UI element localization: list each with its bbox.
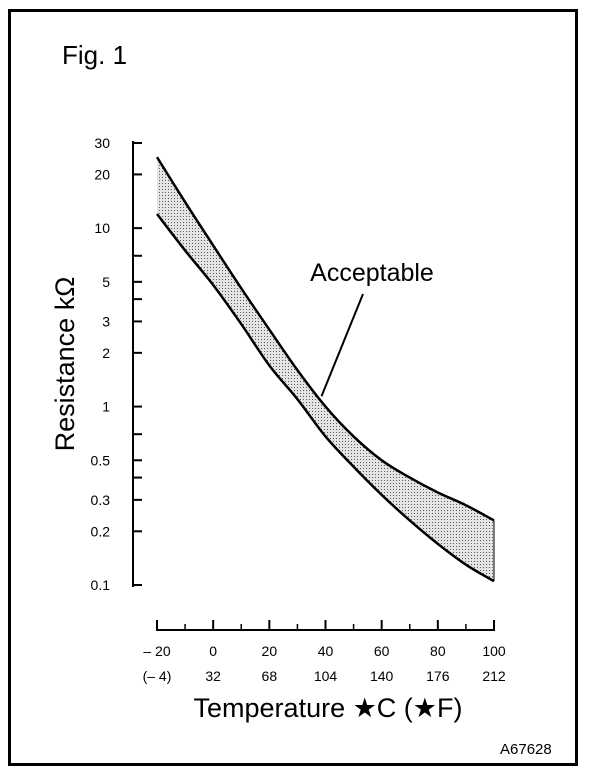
figure-code: A67628 <box>500 741 552 758</box>
x-tick-label-celsius: 60 <box>374 643 390 659</box>
y-tick-label: 0.2 <box>91 523 111 539</box>
x-tick-label-fahrenheit: 140 <box>370 668 394 684</box>
y-tick-label: 5 <box>102 274 110 290</box>
y-tick-label: 2 <box>102 345 110 361</box>
acceptable-band <box>157 157 494 582</box>
y-tick-label: 0.1 <box>91 577 111 593</box>
y-tick-label: 0.5 <box>91 452 111 468</box>
x-tick-label-fahrenheit: 212 <box>482 668 506 684</box>
x-tick-label-fahrenheit: (– 4) <box>143 668 172 684</box>
x-tick-label-celsius: 20 <box>262 643 278 659</box>
lower-limit-line <box>156 213 495 583</box>
x-tick-label-celsius: 0 <box>209 643 217 659</box>
x-tick-label-fahrenheit: 176 <box>426 668 450 684</box>
y-tick-label: 10 <box>94 220 110 236</box>
x-tick-label-celsius: 100 <box>482 643 506 659</box>
x-tick-label-fahrenheit: 104 <box>314 668 338 684</box>
upper-limit-line <box>155 156 495 522</box>
y-axis: 30 20 10 5 3 2 1 0.5 0.3 0.2 0.1 <box>91 135 142 593</box>
x-axis: – 20 (– 4) 0 32 20 68 40 104 60 140 80 176 100 212 <box>143 620 506 684</box>
x-tick-label-celsius: 80 <box>430 643 446 659</box>
x-tick-label-celsius: – 20 <box>143 643 170 659</box>
y-tick-label: 1 <box>102 399 110 415</box>
plot-area <box>155 156 495 583</box>
annotation-leader-line <box>320 293 364 397</box>
y-tick-label: 3 <box>102 313 110 329</box>
x-tick-label-fahrenheit: 32 <box>205 668 221 684</box>
y-tick-label: 30 <box>94 135 110 151</box>
x-tick-label-fahrenheit: 68 <box>262 668 278 684</box>
annotation: Acceptable <box>310 259 434 397</box>
x-tick-label-celsius: 40 <box>318 643 334 659</box>
y-axis-title: Resistance kΩ <box>50 277 80 452</box>
x-axis-title: Temperature ★C (★F) <box>194 693 463 723</box>
figure-label: Fig. 1 <box>62 40 128 70</box>
y-tick-label: 20 <box>94 166 110 182</box>
y-tick-label: 0.3 <box>91 492 111 508</box>
annotation-label: Acceptable <box>310 259 434 287</box>
